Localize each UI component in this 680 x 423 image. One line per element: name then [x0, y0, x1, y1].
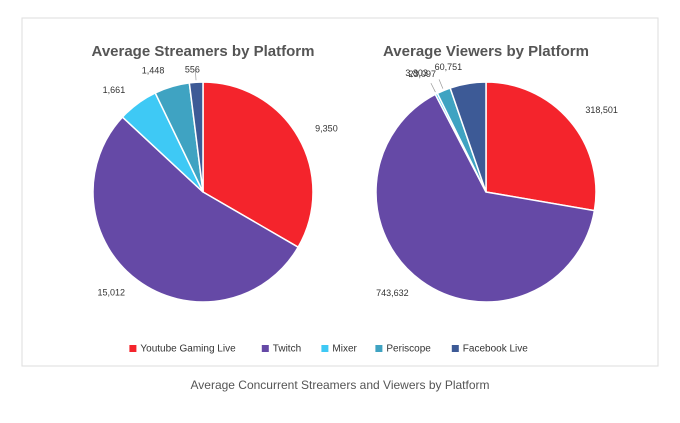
legend-swatch: [451, 345, 459, 352]
pie-slice: [202, 81, 314, 249]
pie-slice: [188, 81, 204, 193]
pie-slice: [375, 93, 596, 303]
data-label: 15,012: [98, 288, 126, 298]
data-label: 556: [185, 65, 200, 75]
data-label: 1,661: [103, 85, 126, 95]
data-label: 60,751: [435, 62, 463, 72]
legend-label: Periscope: [386, 344, 431, 355]
legend-label: Youtube Gaming Live: [140, 344, 236, 355]
data-label: 9,350: [315, 123, 338, 133]
legend-swatch: [375, 345, 383, 352]
pie-slice: [92, 116, 300, 303]
chart-title: Average Streamers by Platform: [92, 43, 315, 60]
data-label: 1,448: [142, 66, 165, 76]
leader-line: [430, 82, 436, 93]
data-label: 3,803: [405, 68, 428, 78]
pie-slice: [485, 81, 597, 212]
legend-label: Mixer: [332, 344, 357, 355]
legend-swatch: [129, 345, 137, 352]
legend-swatch: [321, 345, 329, 352]
legend-label: Facebook Live: [463, 344, 528, 355]
data-label: 23,097: [409, 69, 437, 79]
data-label: 743,632: [376, 288, 409, 298]
leader-line: [195, 70, 197, 81]
legend-swatch: [261, 345, 269, 352]
leader-line: [438, 79, 444, 89]
caption: Average Concurrent Streamers and Viewers…: [190, 378, 489, 392]
legend-label: Twitch: [273, 344, 301, 355]
chart-title: Average Viewers by Platform: [383, 43, 589, 60]
pie-slice: [449, 81, 487, 193]
data-label: 318,501: [585, 105, 618, 115]
